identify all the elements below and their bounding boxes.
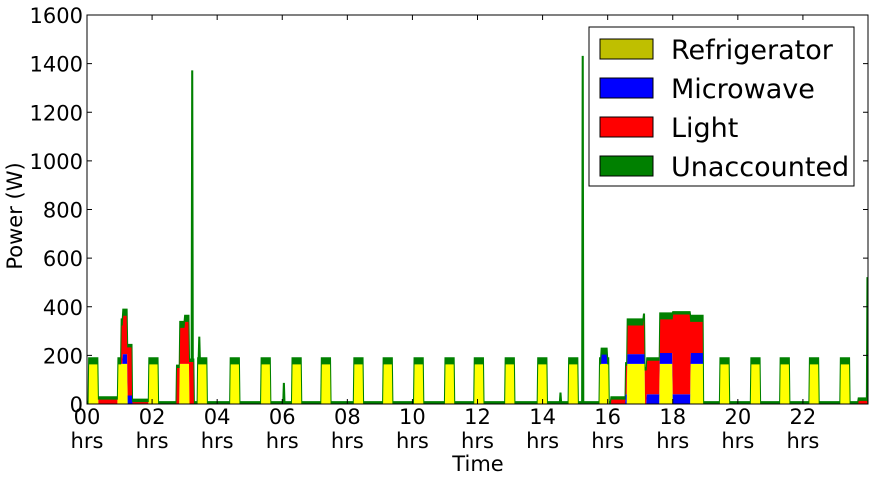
y-tick-label: 1200 [30, 101, 83, 125]
legend-swatch-refrigerator [599, 38, 654, 60]
legend-swatch-microwave [599, 77, 654, 99]
x-tick-label: 20 [724, 405, 751, 429]
legend-label-refrigerator: Refrigerator [671, 35, 834, 66]
legend-swatch-light [599, 116, 654, 138]
x-tick-label: 04 [204, 405, 231, 429]
x-tick-unit: hrs [331, 429, 364, 453]
y-tick-label: 0 [70, 393, 83, 417]
y-tick-label: 400 [43, 296, 83, 320]
x-axis-label: Time [451, 452, 503, 476]
y-tick-label: 200 [43, 344, 83, 368]
x-tick-label: 10 [399, 405, 426, 429]
x-tick-label: 16 [594, 405, 621, 429]
x-tick-label: 22 [790, 405, 817, 429]
x-tick-label: 08 [334, 405, 361, 429]
x-tick-unit: hrs [721, 429, 754, 453]
x-tick-unit: hrs [396, 429, 429, 453]
x-tick-unit: hrs [656, 429, 689, 453]
y-tick-label: 800 [43, 199, 83, 223]
x-tick-unit: hrs [266, 429, 299, 453]
x-tick-unit: hrs [526, 429, 559, 453]
x-tick-label: 18 [659, 405, 686, 429]
legend: Refrigerator Microwave Light Unaccounted [588, 26, 855, 187]
x-tick-unit: hrs [201, 429, 234, 453]
series-area-refrigerator [87, 363, 868, 404]
y-axis-label: Power (W) [3, 162, 27, 269]
x-tick-unit: hrs [71, 429, 104, 453]
legend-swatch-unaccounted [599, 155, 654, 177]
x-tick-unit: hrs [591, 429, 624, 453]
legend-label-light: Light [671, 113, 738, 144]
axes: 0200400600800100012001400160000hrs02hrs0… [30, 4, 869, 453]
legend-label-unaccounted: Unaccounted [671, 152, 849, 183]
x-tick-unit: hrs [136, 429, 169, 453]
series-area-light [87, 314, 868, 404]
legend-label-microwave: Microwave [671, 74, 815, 105]
x-tick-unit: hrs [461, 429, 494, 453]
x-tick-label: 14 [529, 405, 556, 429]
x-tick-label: 02 [139, 405, 166, 429]
x-tick-unit: hrs [786, 429, 819, 453]
x-tick-label: 06 [269, 405, 296, 429]
y-tick-label: 600 [43, 247, 83, 271]
y-tick-label: 1000 [30, 150, 83, 174]
y-tick-label: 1400 [30, 53, 83, 77]
y-tick-label: 1600 [30, 4, 83, 28]
x-tick-label: 12 [464, 405, 491, 429]
x-tick-label: 00 [74, 405, 101, 429]
